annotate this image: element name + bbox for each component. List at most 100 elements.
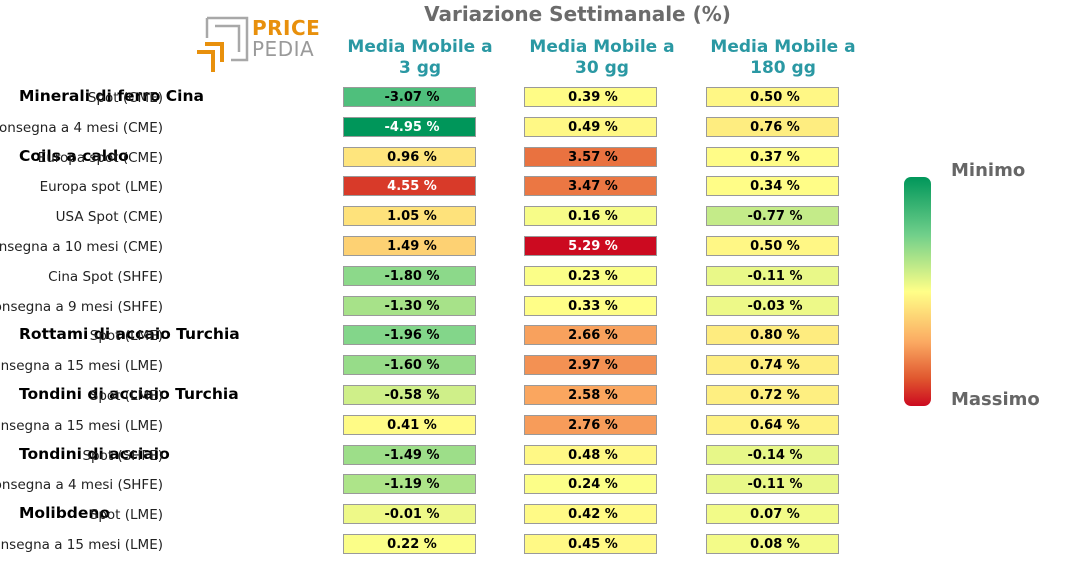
row-group-label: Rottami di accaio Turchia — [19, 325, 240, 344]
column-header-180gg: Media Mobile a 180 gg — [693, 37, 873, 79]
heatmap-cell: 2.66 % — [524, 325, 657, 346]
heatmap-cell: 0.76 % — [706, 116, 839, 137]
row-label: Spot (SHFE) — [82, 447, 163, 464]
column-header-label: Media Mobile a 30 gg — [529, 37, 675, 78]
cell-value: -1.19 % — [384, 477, 440, 493]
heatmap-cell: -1.60 % — [343, 355, 476, 376]
heatmap-cell: 3.57 % — [524, 146, 657, 167]
heatmap-cell: 4.55 % — [343, 176, 476, 197]
heatmap-cell: 0.23 % — [524, 265, 657, 286]
table-row: Europa spot (LME) 4.55 % 3.47 % 0.34 % — [0, 176, 900, 206]
cell-value: 0.07 % — [750, 507, 800, 523]
table-row: USA Consegna a 10 mesi (CME) 1.49 % 5.29 %… — [0, 236, 900, 266]
cell-value: 0.22 % — [387, 537, 437, 552]
table-row: Minerali di ferro Cina Spot (CME) -3.07 % 0… — [0, 87, 900, 117]
cell-value: 2.58 % — [568, 388, 618, 403]
table-row: Tondini di acciaio Turchia Spot (LME) -0.5… — [0, 385, 900, 415]
heatmap-cell: -3.07 % — [343, 87, 476, 107]
cell-value: 0.45 % — [568, 537, 618, 552]
cell-value: 0.80 % — [750, 328, 800, 344]
cell-value: -0.03 % — [747, 298, 803, 314]
heatmap-cell: 0.64 % — [706, 414, 839, 435]
logo-text: PRICE PEDIA — [252, 18, 320, 60]
cell-value: 0.50 % — [750, 90, 800, 105]
cell-value: 1.49 % — [387, 239, 437, 254]
cell-value: 5.29 % — [568, 239, 618, 254]
cell-value: -0.58 % — [384, 388, 440, 403]
table-row: Consegna a 15 mesi (LME) 0.41 % 2.76 % 0.64… — [0, 414, 900, 445]
table-row: Consegna a 4 mesi (SHFE) -1.19 % 0.24 % -0.… — [0, 474, 900, 504]
row-label: USA Spot (CME) — [55, 209, 163, 226]
heatmap-cell: 0.74 % — [706, 355, 839, 376]
heatmap-cell: 0.80 % — [706, 325, 839, 346]
table-row: Molibdeno Spot (LME) -0.01 % 0.42 % 0.07 % — [0, 504, 900, 534]
row-group-label: Tondini di acciaio Turchia — [19, 385, 239, 403]
cell-value: 0.16 % — [568, 209, 618, 225]
cell-value: 0.08 % — [750, 537, 800, 552]
heatmap-cell: 2.76 % — [524, 414, 657, 435]
row-label: Consegna a 15 mesi (LME) — [0, 537, 163, 553]
cell-value: -1.30 % — [384, 298, 440, 314]
row-label: Spot (LME) — [89, 328, 163, 345]
cell-value: 2.76 % — [568, 417, 618, 433]
heatmap-cell: -0.03 % — [706, 295, 839, 316]
cell-value: 0.74 % — [750, 358, 800, 374]
cell-value: -3.07 % — [384, 90, 440, 105]
table-row: Cina Spot (SHFE) -1.80 % 0.23 % -0.11 % — [0, 265, 900, 296]
table-row: Consegna a 15 mesi (LME) -1.60 % 2.97 % 0.7… — [0, 355, 900, 385]
cell-value: 3.47 % — [568, 179, 618, 195]
legend-max-label: Massimo — [951, 389, 1040, 410]
heatmap-cell: 0.33 % — [524, 295, 657, 316]
legend-min-label: Minimo — [951, 160, 1026, 181]
heatmap-cell: 0.22 % — [343, 534, 476, 554]
row-label: Spot (LME) — [89, 388, 163, 404]
heatmap-cell: 0.08 % — [706, 534, 839, 554]
row-group-label: Tondini di acciaio — [19, 444, 170, 463]
heatmap-cell: -1.19 % — [343, 474, 476, 495]
table-row: Consegna a 15 mesi (LME) 0.22 % 0.45 % 0.08… — [0, 534, 900, 564]
chart-title: Variazione Settimanale (%) — [424, 2, 731, 26]
cell-value: 0.42 % — [568, 507, 618, 523]
table-row: Rottami di accaio Turchia Spot (LME) -1.96… — [0, 325, 900, 355]
row-label: Consegna a 4 mesi (CME) — [0, 119, 163, 136]
cell-value: -0.14 % — [747, 447, 803, 463]
heatmap-cell: 0.50 % — [706, 87, 839, 107]
row-label: Consegna a 15 mesi (LME) — [0, 358, 163, 375]
cell-value: 2.97 % — [568, 358, 618, 374]
table-row: Consegna a 4 mesi (CME) -4.95 % 0.49 % 0.76… — [0, 116, 900, 147]
row-label: Cina Spot (SHFE) — [48, 268, 163, 285]
cell-value: 1.05 % — [387, 209, 437, 225]
heatmap-cell: 0.39 % — [524, 87, 657, 107]
cell-value: 3.57 % — [568, 149, 618, 165]
cell-value: 0.41 % — [387, 417, 437, 433]
cell-value: -1.96 % — [384, 328, 440, 344]
cell-value: -1.49 % — [384, 447, 440, 463]
cell-value: -0.11 % — [747, 268, 803, 284]
heatmap-cell: 0.07 % — [706, 504, 839, 525]
heatmap-cell: -1.49 % — [343, 444, 476, 465]
row-group-label: Minerali di ferro Cina — [19, 87, 204, 105]
heatmap-cell: 0.72 % — [706, 385, 839, 405]
cell-value: 2.66 % — [568, 328, 618, 344]
cell-value: 0.23 % — [568, 268, 618, 284]
heatmap-cell: -1.80 % — [343, 265, 476, 286]
heatmap-cell: 0.41 % — [343, 414, 476, 435]
row-label: Cina consegna a 9 mesi (SHFE) — [0, 298, 163, 315]
heatmap-cell: -0.11 % — [706, 265, 839, 286]
cell-value: -0.77 % — [747, 209, 803, 225]
cell-value: -4.95 % — [384, 119, 440, 135]
cell-value: 0.33 % — [568, 298, 618, 314]
heatmap-cell: 0.37 % — [706, 146, 839, 167]
cell-value: 0.37 % — [750, 149, 800, 165]
cell-value: 0.49 % — [568, 119, 618, 135]
heatmap-cell: 5.29 % — [524, 236, 657, 256]
cell-value: -1.80 % — [384, 268, 440, 284]
row-group-label: Molibdeno — [19, 504, 111, 523]
heatmap-cell: 0.49 % — [524, 116, 657, 137]
table-row: Coils a caldo Europa spot (CME) 0.96 % 3.57… — [0, 146, 900, 177]
heatmap-cell: -0.14 % — [706, 444, 839, 465]
row-group-label: Coils a caldo — [19, 146, 129, 165]
heatmap-cell: 2.58 % — [524, 385, 657, 405]
heatmap-cell: -1.30 % — [343, 295, 476, 316]
